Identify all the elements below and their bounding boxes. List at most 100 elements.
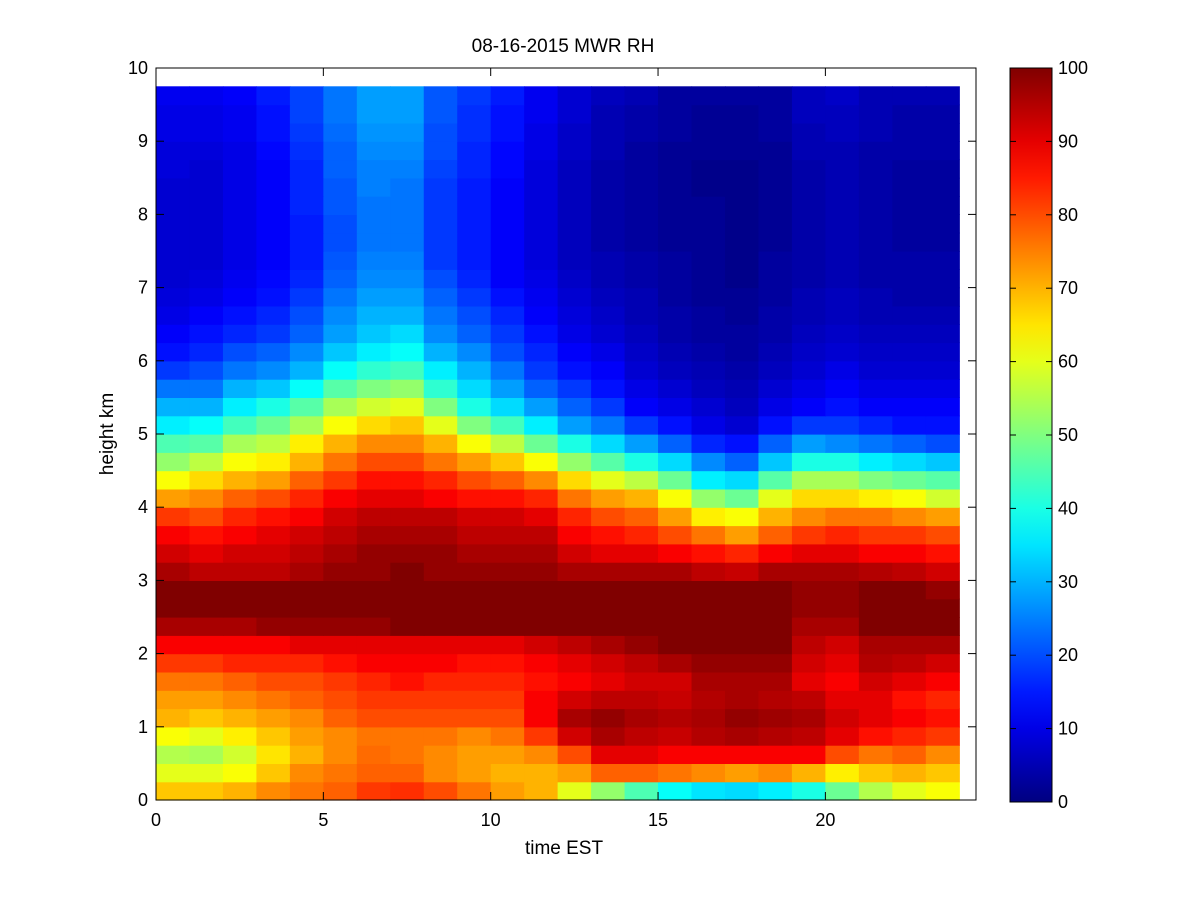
heatmap-cell	[892, 86, 927, 106]
heatmap-cell	[490, 397, 525, 417]
heatmap-cell	[323, 342, 358, 362]
heatmap-cell	[758, 379, 793, 398]
heatmap-cell	[390, 562, 425, 581]
heatmap-cell	[892, 690, 927, 710]
heatmap-cell	[591, 287, 626, 307]
heatmap-cell	[758, 360, 793, 380]
x-tick-label: 0	[151, 810, 161, 830]
heatmap-cell	[423, 434, 458, 453]
heatmap-cell	[256, 470, 291, 490]
heatmap-cell	[289, 415, 324, 435]
heatmap-cell	[524, 196, 559, 215]
heatmap-cell	[658, 397, 693, 417]
heatmap-cell	[289, 305, 324, 325]
x-tick-label: 5	[318, 810, 328, 830]
heatmap-cell	[825, 507, 860, 527]
heatmap-cell	[289, 598, 324, 618]
heatmap-cell	[791, 781, 826, 801]
heatmap-cell	[658, 580, 693, 600]
heatmap-cell	[256, 617, 291, 636]
heatmap-cell	[925, 397, 960, 417]
heatmap-cell	[423, 415, 458, 435]
heatmap-cell	[591, 763, 626, 783]
heatmap-cell	[356, 342, 391, 362]
heatmap-cell	[724, 104, 760, 124]
heatmap-cell	[591, 415, 626, 435]
heatmap-cell	[289, 671, 324, 691]
heatmap-cell	[658, 507, 693, 527]
heatmap-cell	[490, 525, 525, 545]
heatmap-cell	[390, 708, 425, 728]
heatmap-cell	[624, 122, 659, 142]
heatmap-cell	[189, 488, 224, 508]
heatmap-cell	[758, 671, 793, 691]
heatmap-cell	[189, 196, 224, 215]
heatmap-cell	[524, 745, 559, 764]
heatmap-cell	[758, 397, 793, 417]
heatmap-cell	[758, 525, 793, 545]
heatmap-cell	[624, 488, 659, 508]
heatmap-cell	[490, 690, 525, 710]
heatmap-cell	[925, 580, 960, 600]
heatmap-cell	[825, 598, 860, 618]
heatmap-cell	[289, 562, 324, 581]
heatmap-cell	[591, 507, 626, 527]
heatmap-cell	[423, 745, 458, 764]
heatmap-cell	[189, 470, 224, 490]
heatmap-cell	[457, 305, 492, 325]
heatmap-cell	[691, 360, 726, 380]
heatmap-cell	[925, 141, 960, 161]
heatmap-cell	[892, 452, 927, 472]
heatmap-cell	[825, 690, 860, 710]
heatmap-cell	[858, 690, 893, 710]
heatmap-cell	[423, 617, 458, 636]
heatmap-cell	[691, 196, 726, 215]
heatmap-cell	[356, 653, 391, 673]
heatmap-cell	[490, 379, 525, 398]
heatmap-cell	[758, 781, 793, 801]
x-tick-label: 20	[815, 810, 835, 830]
heatmap-cell	[189, 598, 224, 618]
heatmap-cell	[658, 690, 693, 710]
heatmap-cell	[591, 86, 626, 106]
heatmap-cell	[658, 305, 693, 325]
heatmap-cell	[858, 635, 893, 655]
heatmap-cell	[356, 452, 391, 472]
heatmap-cell	[457, 342, 492, 362]
heatmap-cell	[390, 415, 425, 435]
heatmap-cell	[490, 159, 525, 179]
heatmap-cell	[557, 196, 592, 215]
heatmap-cell	[758, 452, 793, 472]
heatmap-cell	[423, 122, 458, 142]
heatmap-cell	[791, 196, 826, 215]
heatmap-cell	[758, 726, 793, 746]
heatmap-cell	[825, 324, 860, 344]
heatmap-cell	[825, 434, 860, 453]
heatmap-cell	[189, 324, 224, 344]
heatmap-cell	[825, 251, 860, 270]
heatmap-cell	[490, 470, 525, 490]
heatmap-cell	[457, 690, 492, 710]
heatmap-cell	[624, 745, 659, 764]
heatmap-cell	[858, 580, 893, 600]
heatmap-cell	[524, 214, 559, 234]
heatmap-cell	[591, 598, 626, 618]
heatmap-cell	[323, 525, 358, 545]
heatmap-cell	[825, 196, 860, 215]
heatmap-cell	[524, 708, 559, 728]
heatmap-cell	[925, 763, 960, 783]
heatmap-cell	[825, 86, 860, 106]
heatmap-cell	[490, 269, 525, 289]
heatmap-cell	[591, 251, 626, 270]
heatmap-cell	[825, 342, 860, 362]
x-tick-label: 15	[648, 810, 668, 830]
heatmap-cell	[490, 177, 525, 197]
heatmap-cell	[457, 251, 492, 270]
heatmap-cell	[156, 781, 191, 801]
heatmap-cell	[457, 86, 492, 106]
heatmap-cell	[390, 122, 425, 142]
heatmap-cell	[591, 452, 626, 472]
heatmap-cell	[390, 214, 425, 234]
heatmap-cell	[323, 452, 358, 472]
heatmap-cell	[724, 525, 760, 545]
